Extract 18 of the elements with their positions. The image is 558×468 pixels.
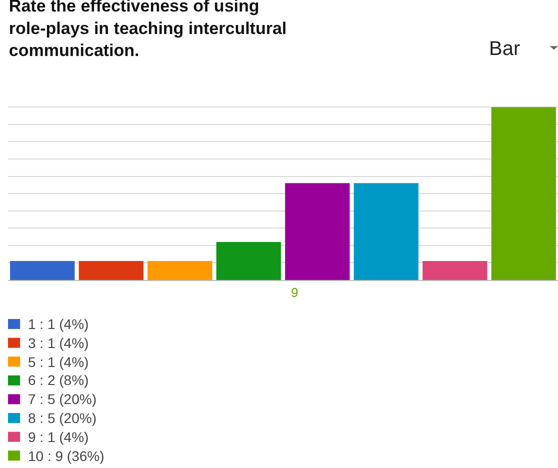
text: 6 : 2 (8%) <box>28 372 89 388</box>
bar <box>10 260 75 280</box>
text: 5 : 1 (4%) <box>28 354 89 370</box>
text: Bar <box>489 38 520 60</box>
bar <box>422 260 488 280</box>
bar <box>285 183 350 280</box>
text: 3 : 1 (4%) <box>28 335 89 351</box>
text: 9 <box>291 285 298 300</box>
text: 7 : 5 (20%) <box>28 391 96 407</box>
bar <box>491 107 556 280</box>
bar <box>216 242 281 280</box>
text: 1 : 1 (4%) <box>28 316 89 332</box>
bar <box>78 260 144 280</box>
text: 10 : 9 (36%) <box>28 448 104 464</box>
bar <box>354 183 418 280</box>
bar <box>148 260 212 280</box>
text: 8 : 5 (20%) <box>28 410 96 426</box>
text: 9 : 1 (4%) <box>28 429 89 445</box>
